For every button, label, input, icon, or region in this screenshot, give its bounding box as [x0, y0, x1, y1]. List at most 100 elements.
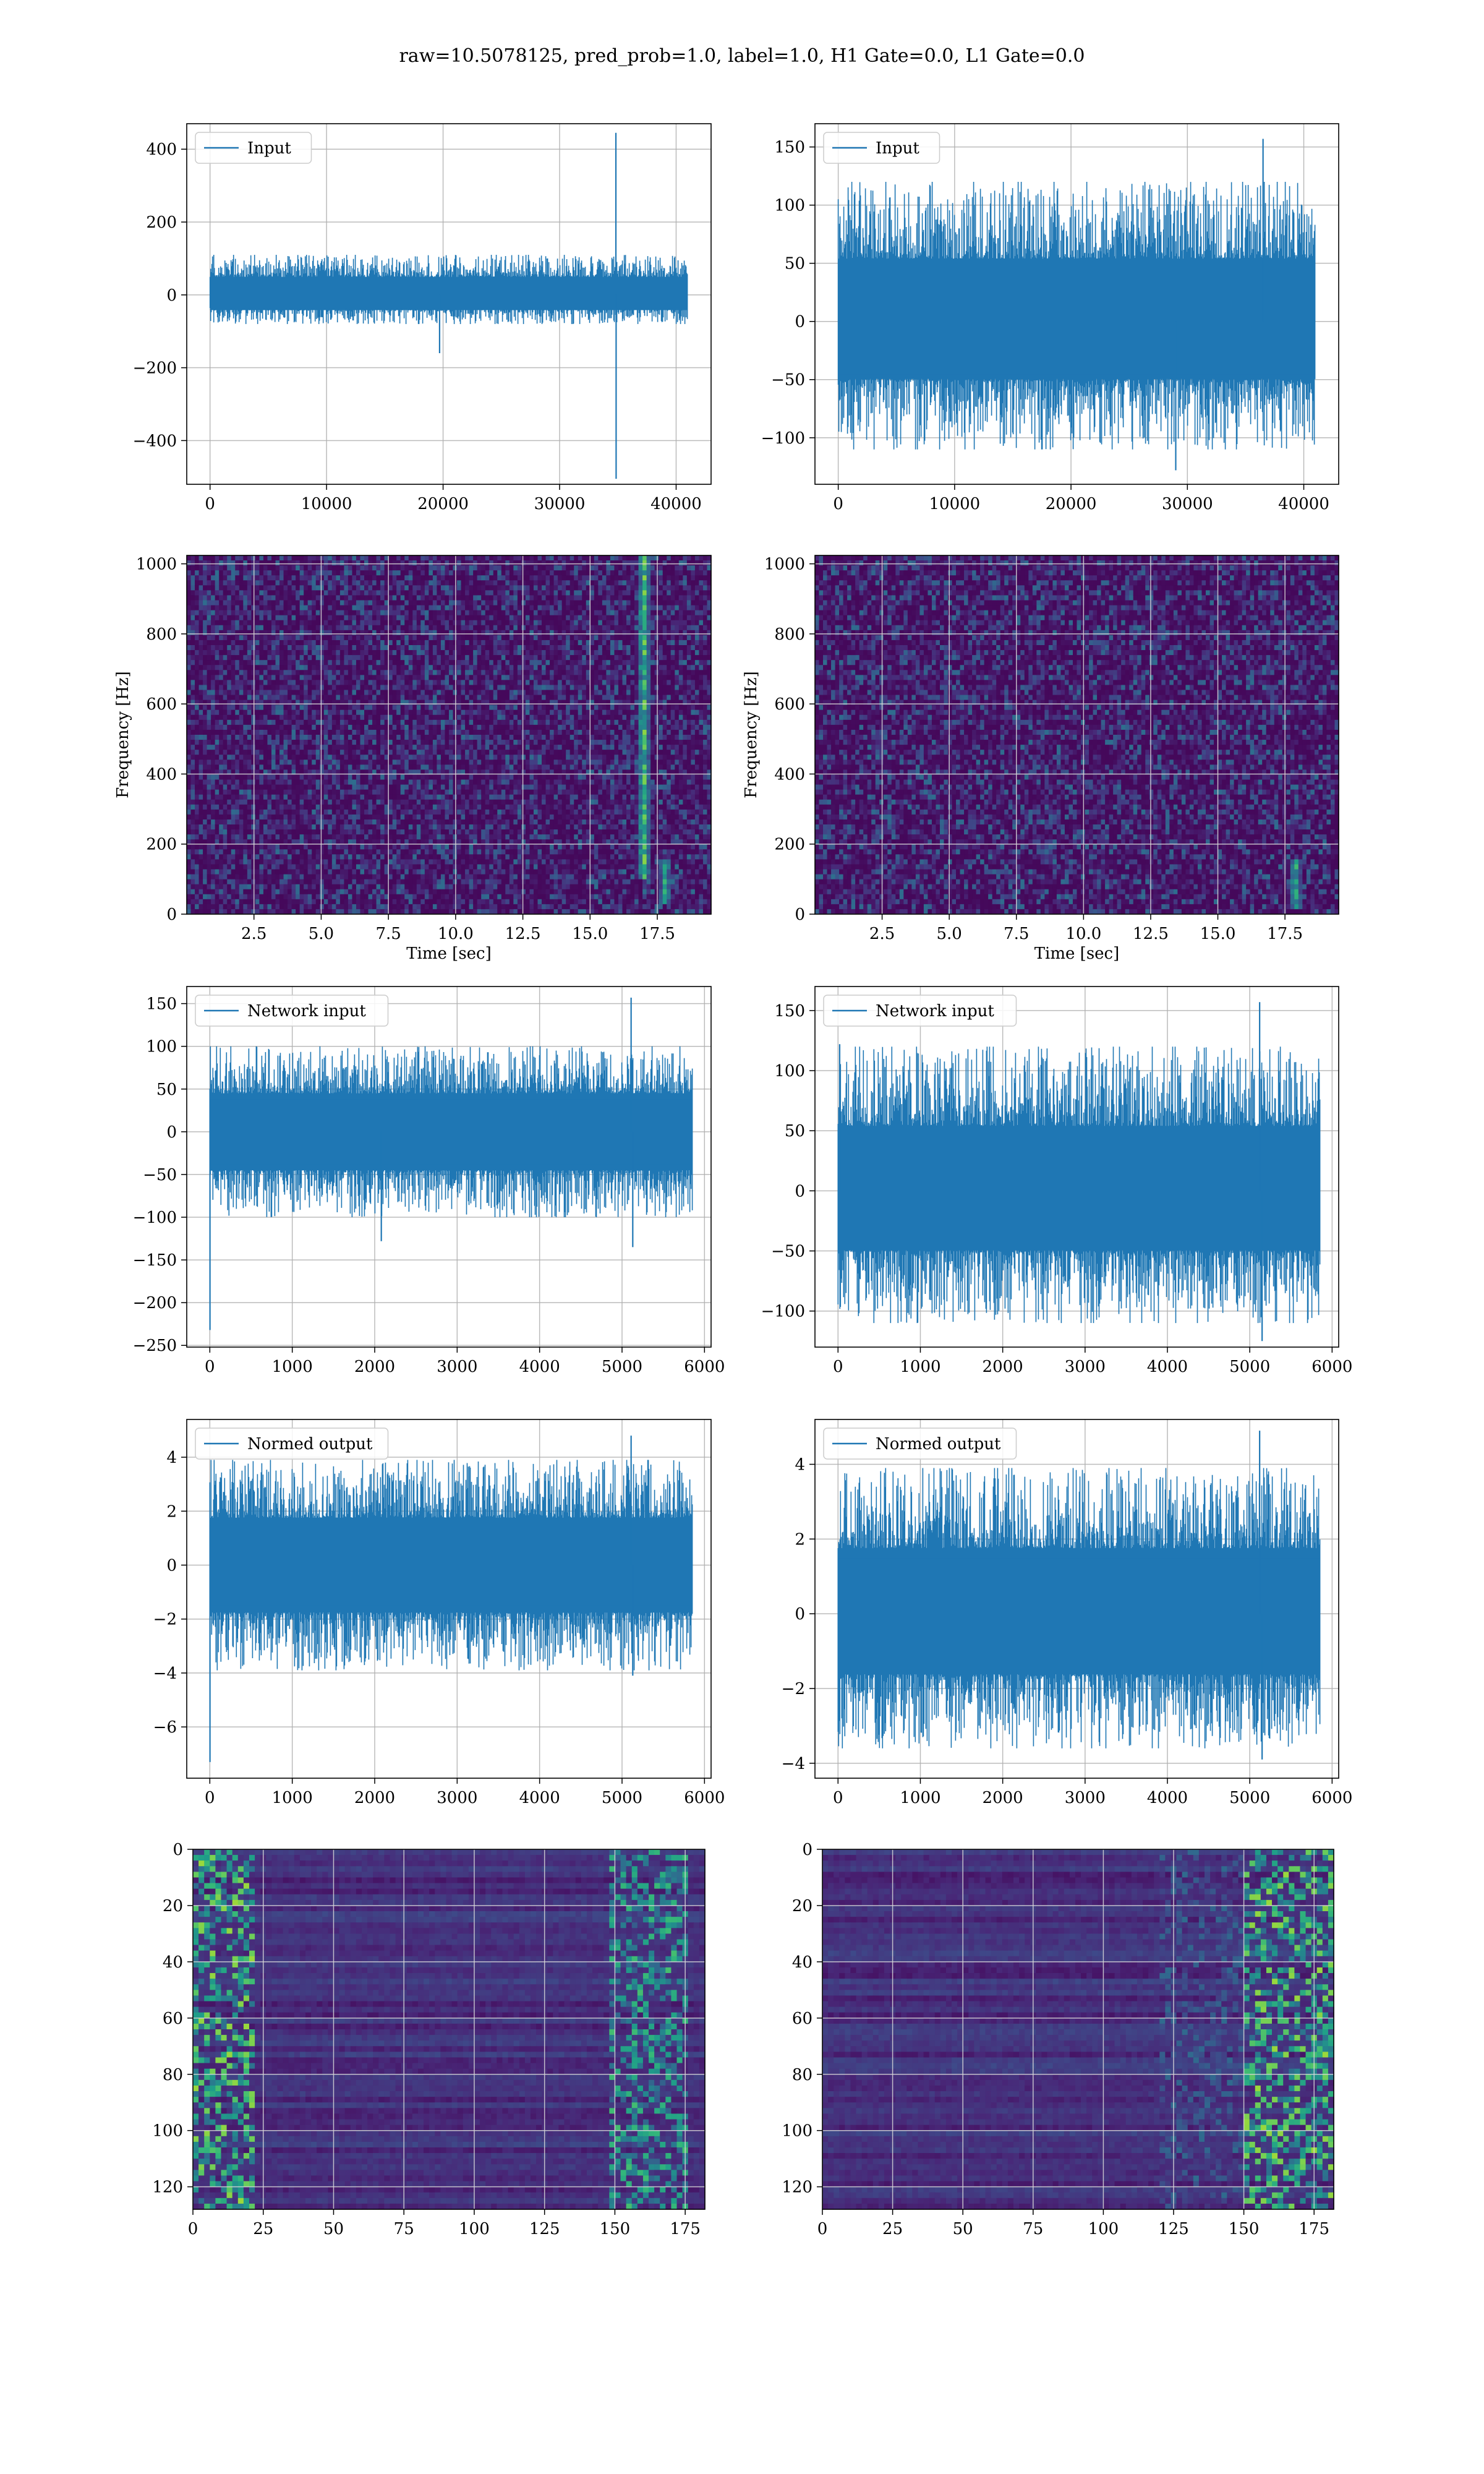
spectrogram-cell	[300, 755, 304, 760]
spectrogram-cell	[344, 859, 348, 865]
spectrogram-cell	[276, 740, 280, 745]
spectrogram-cell	[227, 560, 231, 566]
spectrogram-cell	[199, 690, 203, 696]
spectrogram-cell	[223, 780, 228, 785]
spectrogram-cell	[255, 695, 260, 701]
spectrogram-cell	[409, 904, 413, 910]
spectrogram-cell	[356, 750, 360, 755]
spectrogram-cell	[449, 606, 453, 611]
spectrogram-cell	[388, 829, 393, 835]
spectrogram-cell	[320, 844, 324, 850]
spectrogram-cell	[227, 854, 231, 860]
spectrogram-cell	[267, 635, 271, 641]
spectrogram-cell	[215, 740, 220, 745]
spectrogram-cell	[324, 715, 328, 721]
spectrogram-cell	[215, 650, 220, 656]
spectrogram-cell	[316, 834, 320, 840]
spectrogram-cell	[360, 625, 364, 631]
spectrogram-cell	[453, 820, 458, 825]
spectrogram-cell	[388, 715, 393, 721]
spectrogram-cell	[417, 615, 421, 621]
spectrogram-cell	[393, 560, 397, 566]
spectrogram-cell	[429, 720, 433, 726]
spectrogram-cell	[227, 585, 231, 591]
spectrogram-cell	[453, 555, 458, 561]
spectrogram-cell	[417, 575, 421, 581]
spectrogram-cell	[336, 889, 340, 895]
spectrogram-cell	[255, 774, 260, 780]
spectrogram-cell	[259, 710, 263, 716]
spectrogram-cell	[388, 735, 393, 740]
spectrogram-cell	[393, 615, 397, 621]
spectrogram-cell	[360, 695, 364, 701]
spectrogram-cell	[195, 715, 199, 721]
spectrogram-cell	[324, 880, 328, 885]
spectrogram-cell	[207, 625, 211, 631]
spectrogram-cell	[409, 655, 413, 661]
spectrogram-cell	[324, 764, 328, 770]
spectrogram-cell	[360, 904, 364, 910]
spectrogram-cell	[409, 610, 413, 616]
spectrogram-cell	[437, 880, 441, 885]
spectrogram-cell	[292, 844, 296, 850]
spectrogram-cell	[276, 685, 280, 690]
spectrogram-cell	[292, 665, 296, 670]
spectrogram-cell	[401, 601, 405, 606]
spectrogram-cell	[377, 760, 381, 765]
spectrogram-cell	[449, 829, 453, 835]
spectrogram-cell	[279, 665, 284, 670]
spectrogram-cell	[255, 625, 260, 631]
spectrogram-cell	[239, 904, 244, 910]
spectrogram-cell	[227, 755, 231, 760]
spectrogram-cell	[191, 875, 195, 880]
spectrogram-cell	[312, 829, 316, 835]
spectrogram-cell	[412, 820, 417, 825]
spectrogram-cell	[231, 785, 236, 790]
spectrogram-cell	[332, 610, 336, 616]
spectrogram-cell	[425, 829, 429, 835]
spectrogram-cell	[247, 690, 252, 696]
spectrogram-cell	[243, 829, 247, 835]
spectrogram-cell	[453, 580, 458, 586]
spectrogram-cell	[388, 824, 393, 830]
spectrogram-cell	[449, 864, 453, 870]
spectrogram-cell	[388, 695, 393, 701]
spectrogram-cell	[316, 884, 320, 890]
spectrogram-cell	[364, 730, 369, 735]
spectrogram-cell	[328, 730, 332, 735]
spectrogram-cell	[461, 606, 466, 611]
spectrogram-cell	[420, 904, 425, 910]
spectrogram-cell	[380, 859, 385, 865]
spectrogram-cell	[259, 615, 263, 621]
spectrogram-cell	[457, 889, 461, 895]
spectrogram-cell	[328, 690, 332, 696]
spectrogram-cell	[425, 710, 429, 716]
spectrogram-cell	[271, 854, 276, 860]
spectrogram-cell	[304, 785, 308, 790]
spectrogram-cell	[187, 720, 191, 726]
spectrogram-cell	[401, 630, 405, 636]
spectrogram-cell	[328, 764, 332, 770]
spectrogram-cell	[453, 735, 458, 740]
spectrogram-cell	[441, 685, 445, 690]
spectrogram-cell	[215, 630, 220, 636]
spectrogram-cell	[417, 815, 421, 820]
spectrogram-cell	[369, 785, 373, 790]
spectrogram-cell	[328, 790, 332, 795]
spectrogram-cell	[360, 844, 364, 850]
spectrogram-cell	[263, 844, 268, 850]
spectrogram-cell	[388, 795, 393, 800]
spectrogram-cell	[369, 680, 373, 685]
spectrogram-cell	[380, 620, 385, 626]
spectrogram-cell	[247, 570, 252, 576]
spectrogram-cell	[239, 710, 244, 716]
spectrogram-cell	[420, 780, 425, 785]
spectrogram-cell	[187, 785, 191, 790]
spectrogram-cell	[420, 725, 425, 730]
spectrogram-cell	[412, 680, 417, 685]
spectrogram-cell	[316, 889, 320, 895]
spectrogram-cell	[429, 899, 433, 905]
spectrogram-cell	[356, 670, 360, 675]
spectrogram-cell	[457, 705, 461, 711]
spectrogram-cell	[267, 849, 271, 855]
